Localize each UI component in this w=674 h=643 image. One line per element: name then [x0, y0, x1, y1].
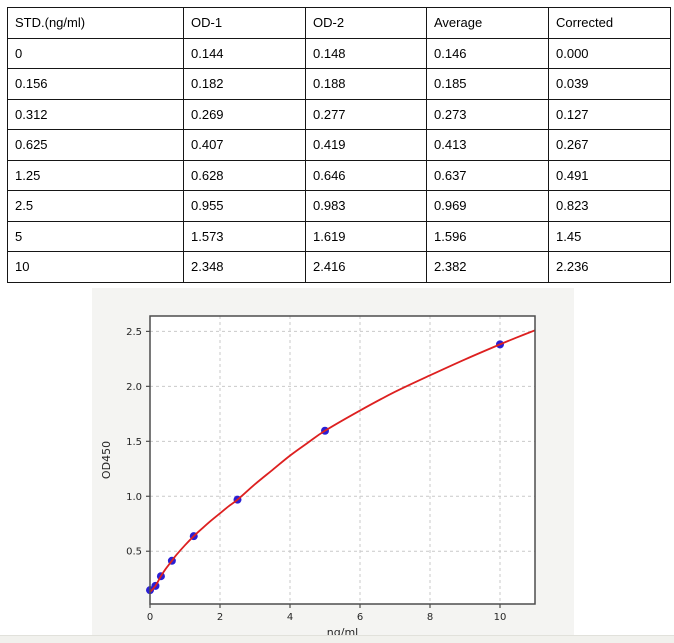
table-cell: 0.491: [548, 159, 671, 191]
table-cell: 2.236: [548, 251, 671, 283]
x-tick-label: 6: [357, 612, 363, 623]
table-cell: 0.185: [426, 68, 549, 100]
table-row: 0 0.144 0.148 0.146 0.000: [7, 37, 671, 69]
table-header-cell: STD.(ng/ml): [7, 7, 184, 39]
table-cell: 0.267: [548, 129, 671, 161]
table-cell: 1.25: [7, 159, 184, 191]
table-cell: 0.823: [548, 190, 671, 222]
bottom-strip: [0, 635, 674, 643]
table-cell: 0.146: [426, 37, 549, 69]
table-cell: 0.637: [426, 159, 549, 191]
table-cell: 0.955: [183, 190, 306, 222]
table-header-cell: OD-2: [305, 7, 427, 39]
table-cell: 0.269: [183, 98, 306, 130]
y-tick-label: 0.5: [126, 547, 142, 558]
table-cell: 2.416: [305, 251, 427, 283]
table-cell: 5: [7, 220, 184, 252]
table-header-row: STD.(ng/ml) OD-1 OD-2 Average Corrected: [7, 7, 671, 39]
table-cell: 0.277: [305, 98, 427, 130]
standard-curve-chart: 0 2 4 6 8 10 0.5 1.0 1.5 2.0 2.5 ng/ml OD450: [92, 288, 574, 635]
table-cell: 1.45: [548, 220, 671, 252]
table-cell: 0.144: [183, 37, 306, 69]
table-row: 0.625 0.407 0.419 0.413 0.267: [7, 129, 671, 161]
y-tick-label: 2.0: [126, 382, 142, 393]
table-cell: 0.182: [183, 68, 306, 100]
table-cell: 2.348: [183, 251, 306, 283]
table-row: 2.5 0.955 0.983 0.969 0.823: [7, 190, 671, 222]
table-cell: 0.646: [305, 159, 427, 191]
table-header-cell: Average: [426, 7, 549, 39]
table-cell: 0.127: [548, 98, 671, 130]
y-axis-label: OD450: [100, 441, 113, 479]
table-cell: 1.619: [305, 220, 427, 252]
x-tick-label: 4: [287, 612, 293, 623]
y-tick-label: 1.5: [126, 437, 142, 448]
y-tick-label: 1.0: [126, 492, 142, 503]
table-row: 5 1.573 1.619 1.596 1.45: [7, 220, 671, 252]
standard-curve-figure: 0 2 4 6 8 10 0.5 1.0 1.5 2.0 2.5 ng/ml OD450: [92, 288, 574, 635]
table-cell: 2.382: [426, 251, 549, 283]
x-tick-label: 8: [427, 612, 433, 623]
table-cell: 0.983: [305, 190, 427, 222]
table-body: 0 0.144 0.148 0.146 0.000 0.156 0.182 0.188 0.18…: [7, 37, 671, 283]
table-cell: 0.000: [548, 37, 671, 69]
table-cell: 0.273: [426, 98, 549, 130]
table-header-cell: OD-1: [183, 7, 306, 39]
table-cell: 0.188: [305, 68, 427, 100]
table-cell: 0.419: [305, 129, 427, 161]
fit-curve-line: [149, 329, 536, 593]
x-tick-label: 2: [217, 612, 223, 623]
table-cell: 0: [7, 37, 184, 69]
table-cell: 0.156: [7, 68, 184, 100]
plot-background: [150, 316, 535, 604]
standards-table: STD.(ng/ml) OD-1 OD-2 Average Corrected 0 0.1…: [7, 7, 671, 283]
table-cell: 1.596: [426, 220, 549, 252]
table-cell: 2.5: [7, 190, 184, 222]
table-row: 10 2.348 2.416 2.382 2.236: [7, 251, 671, 283]
table-cell: 0.969: [426, 190, 549, 222]
table-cell: 0.148: [305, 37, 427, 69]
x-axis-label: ng/ml: [327, 626, 358, 635]
table-cell: 0.039: [548, 68, 671, 100]
table-cell: 0.625: [7, 129, 184, 161]
table-row: 1.25 0.628 0.646 0.637 0.491: [7, 159, 671, 191]
table-cell: 10: [7, 251, 184, 283]
table-header-cell: Corrected: [548, 7, 671, 39]
table-row: 0.156 0.182 0.188 0.185 0.039: [7, 68, 671, 100]
plot-spines: [149, 315, 536, 605]
x-tick-label: 0: [147, 612, 153, 623]
table-cell: 0.628: [183, 159, 306, 191]
table-row: 0.312 0.269 0.277 0.273 0.127: [7, 98, 671, 130]
x-tick-label: 10: [494, 612, 507, 623]
table-cell: 0.407: [183, 129, 306, 161]
table-cell: 1.573: [183, 220, 306, 252]
table-cell: 0.413: [426, 129, 549, 161]
y-tick-label: 2.5: [126, 327, 142, 338]
table-cell: 0.312: [7, 98, 184, 130]
